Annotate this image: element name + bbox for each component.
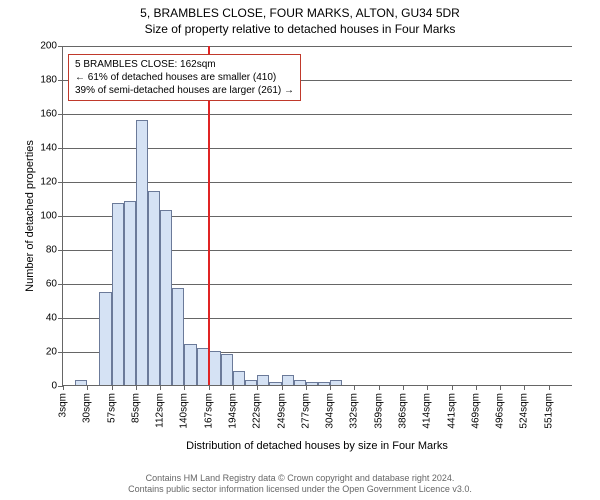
histogram-bar	[160, 210, 172, 385]
chart-title-line1: 5, BRAMBLES CLOSE, FOUR MARKS, ALTON, GU…	[0, 0, 600, 20]
xtick-mark	[549, 385, 550, 390]
xtick-mark	[306, 385, 307, 390]
xtick-label: 524sqm	[519, 393, 530, 429]
xtick-label: 30sqm	[82, 393, 93, 423]
xtick-mark	[524, 385, 525, 390]
xtick-label: 140sqm	[179, 393, 190, 429]
gridline	[63, 46, 572, 47]
xtick-label: 551sqm	[543, 393, 554, 429]
annotation-line3: 39% of semi-detached houses are larger (…	[75, 84, 294, 97]
ytick-label: 80	[46, 245, 57, 256]
ytick-mark	[58, 182, 63, 183]
ytick-mark	[58, 114, 63, 115]
ytick-mark	[58, 284, 63, 285]
xtick-label: 469sqm	[470, 393, 481, 429]
plot-area: 0204060801001201401601802003sqm30sqm57sq…	[62, 46, 572, 386]
ytick-mark	[58, 46, 63, 47]
x-axis-label: Distribution of detached houses by size …	[62, 440, 572, 452]
histogram-bar	[330, 380, 342, 385]
histogram-bar	[318, 382, 330, 385]
xtick-label: 386sqm	[398, 393, 409, 429]
xtick-mark	[63, 385, 64, 390]
xtick-mark	[452, 385, 453, 390]
histogram-bar	[257, 375, 269, 385]
ytick-mark	[58, 250, 63, 251]
xtick-label: 249sqm	[276, 393, 287, 429]
xtick-mark	[160, 385, 161, 390]
xtick-label: 332sqm	[349, 393, 360, 429]
histogram-bar	[269, 382, 281, 385]
annotation-line2: ← 61% of detached houses are smaller (41…	[75, 71, 294, 84]
xtick-mark	[354, 385, 355, 390]
xtick-mark	[500, 385, 501, 390]
y-axis-label: Number of detached properties	[24, 116, 36, 316]
xtick-label: 85sqm	[130, 393, 141, 423]
ytick-label: 180	[40, 75, 57, 86]
histogram-bar	[184, 344, 196, 385]
xtick-mark	[330, 385, 331, 390]
xtick-mark	[427, 385, 428, 390]
chart-container: 5, BRAMBLES CLOSE, FOUR MARKS, ALTON, GU…	[0, 0, 600, 500]
xtick-label: 304sqm	[325, 393, 336, 429]
histogram-bar	[99, 292, 111, 386]
xtick-mark	[136, 385, 137, 390]
histogram-bar	[306, 382, 318, 385]
xtick-label: 496sqm	[495, 393, 506, 429]
xtick-mark	[403, 385, 404, 390]
histogram-bar	[172, 288, 184, 385]
xtick-label: 441sqm	[446, 393, 457, 429]
xtick-label: 277sqm	[300, 393, 311, 429]
histogram-bar	[148, 191, 160, 385]
footer-line2: Contains public sector information licen…	[0, 484, 600, 496]
xtick-label: 222sqm	[252, 393, 263, 429]
chart-footer: Contains HM Land Registry data © Crown c…	[0, 473, 600, 496]
ytick-label: 140	[40, 143, 57, 154]
histogram-bar	[221, 354, 233, 385]
xtick-mark	[476, 385, 477, 390]
xtick-mark	[112, 385, 113, 390]
footer-line1: Contains HM Land Registry data © Crown c…	[0, 473, 600, 485]
ytick-label: 40	[46, 313, 57, 324]
ytick-mark	[58, 148, 63, 149]
ytick-label: 120	[40, 177, 57, 188]
histogram-bar	[245, 380, 257, 385]
xtick-mark	[379, 385, 380, 390]
histogram-bar	[197, 348, 209, 385]
xtick-mark	[257, 385, 258, 390]
xtick-label: 414sqm	[422, 393, 433, 429]
xtick-mark	[209, 385, 210, 390]
xtick-label: 194sqm	[228, 393, 239, 429]
annotation-callout: 5 BRAMBLES CLOSE: 162sqm ← 61% of detach…	[68, 54, 301, 101]
xtick-label: 3sqm	[58, 393, 69, 417]
xtick-label: 112sqm	[155, 393, 166, 428]
chart-title-line2: Size of property relative to detached ho…	[0, 20, 600, 36]
xtick-mark	[87, 385, 88, 390]
histogram-bar	[233, 371, 245, 385]
xtick-mark	[184, 385, 185, 390]
ytick-label: 60	[46, 279, 57, 290]
ytick-label: 100	[40, 211, 57, 222]
histogram-bar	[209, 351, 221, 385]
ytick-mark	[58, 352, 63, 353]
histogram-bar	[136, 120, 148, 385]
ytick-label: 160	[40, 109, 57, 120]
ytick-label: 200	[40, 41, 57, 52]
annotation-line1: 5 BRAMBLES CLOSE: 162sqm	[75, 58, 294, 71]
histogram-bar	[294, 380, 306, 385]
xtick-label: 359sqm	[373, 393, 384, 429]
ytick-mark	[58, 80, 63, 81]
xtick-mark	[233, 385, 234, 390]
histogram-bar	[124, 201, 136, 385]
gridline	[63, 114, 572, 115]
ytick-label: 0	[51, 381, 57, 392]
ytick-label: 20	[46, 347, 57, 358]
xtick-label: 57sqm	[106, 393, 117, 423]
histogram-bar	[282, 375, 294, 385]
xtick-mark	[282, 385, 283, 390]
ytick-mark	[58, 318, 63, 319]
ytick-mark	[58, 216, 63, 217]
histogram-bar	[112, 203, 124, 385]
xtick-label: 167sqm	[203, 393, 214, 429]
histogram-bar	[75, 380, 87, 385]
